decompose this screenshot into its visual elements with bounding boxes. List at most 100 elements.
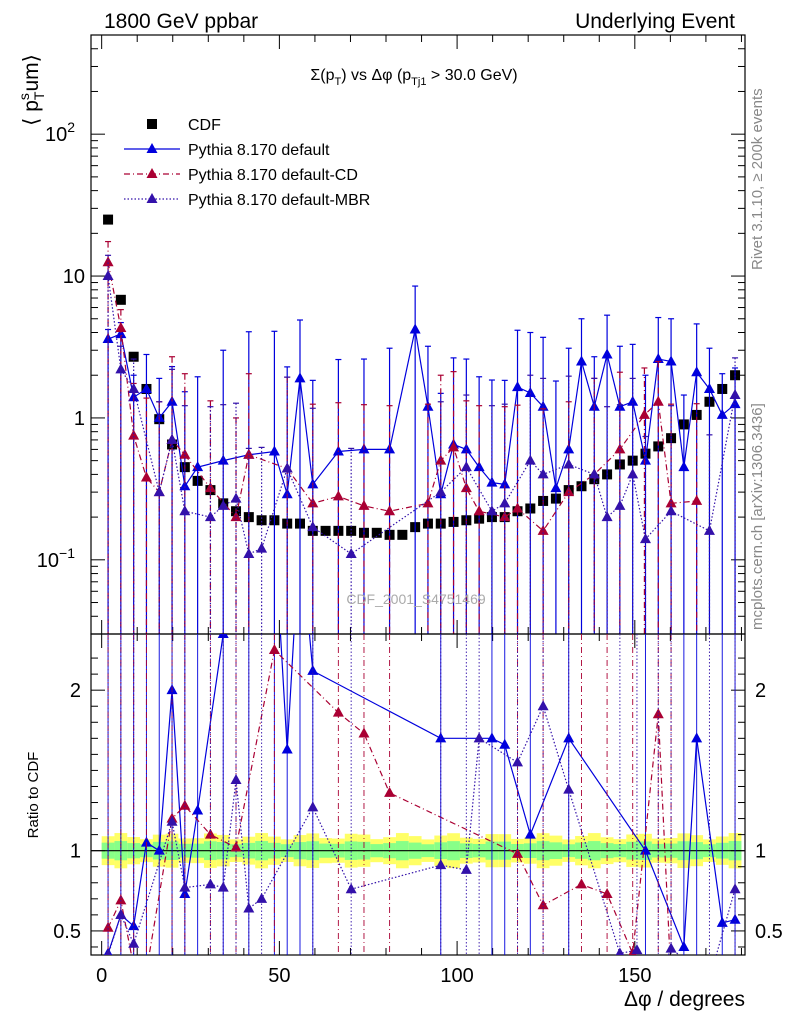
pythia-8-170-default-mbr-point bbox=[435, 486, 447, 497]
pythia-8-170-default-cd-line bbox=[107, 262, 697, 532]
ratio-pythia-8-170-default-mbr-point bbox=[653, 973, 664, 983]
ratio-pythia-8-170-default-mbr-point bbox=[704, 973, 715, 983]
ratio-pythia-8-170-default-mbr-point bbox=[204, 878, 216, 889]
pythia-8-170-default-mbr-point bbox=[166, 433, 178, 444]
ratio-pythia-8-170-default-point bbox=[691, 732, 703, 743]
ratio-frame bbox=[90, 633, 746, 956]
pythia-8-170-default-point bbox=[601, 348, 613, 359]
pythia-8-170-default-cd-point bbox=[665, 497, 677, 508]
y-tick-label: 10 bbox=[63, 266, 85, 288]
pythia-8-170-default-cd-point bbox=[358, 499, 370, 510]
pythia-8-170-default-mbr-point bbox=[588, 468, 600, 479]
ratio-pythia-8-170-default-cd-point bbox=[358, 727, 370, 738]
pythia-8-170-default-mbr-point bbox=[563, 458, 575, 469]
pythia-8-170-default-point bbox=[512, 381, 524, 392]
pythia-8-170-default-mbr-point bbox=[256, 542, 268, 553]
ratio-pythia-8-170-default-point bbox=[678, 940, 690, 951]
ratio-pythia-8-170-default-cd-point bbox=[102, 921, 114, 932]
pythia-8-170-default-mbr-point bbox=[345, 547, 357, 558]
pythia-8-170-default-point bbox=[691, 366, 703, 377]
ratio-pythia-8-170-default-cd-point bbox=[268, 644, 280, 655]
ratio-pythia-8-170-default-cd-point bbox=[512, 847, 524, 858]
pythia-8-170-default-point bbox=[473, 461, 485, 472]
ratio-pythia-8-170-default-cd-point bbox=[652, 708, 664, 719]
ratio-pythia-8-170-default-cd-point bbox=[384, 786, 396, 797]
pythia-8-170-default-mbr-point bbox=[281, 462, 293, 473]
pythia-8-170-default-mbr-point bbox=[627, 468, 639, 479]
ratio-pythia-8-170-default-cd-point bbox=[128, 960, 139, 970]
ratio-y-tick-label-right: 1 bbox=[755, 841, 766, 863]
pythia-8-170-default-point bbox=[576, 355, 587, 366]
ratio-pythia-8-170-default-mbr-point bbox=[435, 859, 447, 870]
ratio-pythia-8-170-default-mbr-point bbox=[665, 942, 677, 953]
pythia-8-170-default-cd-point bbox=[384, 505, 396, 516]
ratio-pythia-8-170-default-point bbox=[435, 732, 447, 743]
legend: CDF Pythia 8.170 default Pythia 8.170 defa… bbox=[124, 117, 370, 209]
ratio-pythia-8-170-default-cd-point bbox=[141, 965, 152, 975]
ratio-pythia-8-170-default-mbr-point bbox=[243, 902, 255, 913]
pythia-8-170-default-cd-point bbox=[128, 429, 140, 440]
mcplots-info: mcplots.cern.ch [arXiv:1306.3436] bbox=[749, 403, 766, 630]
ratio-y-tick-label: 2 bbox=[70, 680, 81, 702]
upper-panel: 10−1 1 10 102 bbox=[0, 34, 746, 635]
pythia-8-170-default-mbr-point bbox=[614, 499, 626, 510]
ratio-pythia-8-170-default-mbr-point bbox=[473, 732, 485, 743]
ratio-panel: 0.5 0.5 1 1 2 2 0 50 100 150 bbox=[53, 633, 783, 987]
ratio-pythia-8-170-default-cd-point bbox=[666, 973, 677, 983]
pythia-8-170-default-cd-point bbox=[102, 256, 114, 267]
ratio-pythia-8-170-default-point bbox=[499, 738, 511, 749]
pythia-8-170-default-cd-point bbox=[435, 454, 447, 465]
pythia-8-170-default-point bbox=[639, 454, 651, 465]
ratio-pythia-8-170-default-mbr-point bbox=[179, 881, 191, 892]
pythia-8-170-default-cd-point bbox=[638, 408, 650, 419]
cdf-point bbox=[371, 527, 382, 538]
pythia-8-170-default-mbr-point bbox=[128, 382, 140, 393]
ratio-pythia-8-170-default-point bbox=[486, 732, 498, 743]
ratio-y-tick-label: 1 bbox=[70, 841, 81, 863]
legend-label-pythia-8-170-default-mbr: Pythia 8.170 default-MBR bbox=[188, 192, 370, 209]
ratio-pythia-8-170-default-mbr-point bbox=[631, 944, 643, 955]
legend-label-cdf: CDF bbox=[188, 117, 221, 134]
ratio-pythia-8-170-default-mbr-point bbox=[512, 756, 524, 767]
pythia-8-170-default-point bbox=[524, 386, 536, 397]
ratio-pythia-8-170-default-cd-point bbox=[601, 888, 613, 899]
pythia-8-170-default-cd-point bbox=[499, 511, 511, 522]
pythia-8-170-default-cd-point bbox=[652, 395, 664, 406]
ratio-pythia-8-170-default-mbr-point bbox=[166, 815, 178, 826]
pythia-8-170-default-mbr-point bbox=[102, 270, 114, 281]
pythia-8-170-default-point bbox=[332, 445, 344, 456]
pythia-8-170-default-cd-point bbox=[179, 448, 191, 459]
pythia-8-170-default-point bbox=[550, 482, 562, 493]
y-tick-label: 10−1 bbox=[37, 545, 75, 572]
legend-label-pythia-8-170-default: Pythia 8.170 default bbox=[188, 142, 330, 159]
legend-marker-cdf bbox=[147, 119, 157, 129]
pythia-8-170-default-mbr-point bbox=[230, 492, 242, 503]
pythia-8-170-default-point bbox=[409, 323, 421, 334]
pythia-8-170-default-point bbox=[140, 382, 152, 393]
pythia-8-170-default-point bbox=[294, 372, 306, 383]
cdf-point bbox=[0, 364, 10, 374]
legend-marker-pythia-8-170-default-mbr bbox=[146, 193, 158, 203]
pythia-8-170-default-point bbox=[563, 443, 575, 454]
xlabel: Δφ / degrees bbox=[624, 988, 745, 1011]
pythia-8-170-default-mbr-point bbox=[243, 547, 255, 558]
ratio-pythia-8-170-default-mbr-point bbox=[307, 801, 319, 812]
ratio-pythia-8-170-default-cd-point bbox=[179, 799, 191, 810]
header-right: Underlying Event bbox=[575, 10, 735, 33]
ratio-pythia-8-170-default-mbr-point bbox=[563, 783, 575, 794]
pythia-8-170-default-point bbox=[179, 480, 191, 491]
ratio-pythia-8-170-default-point bbox=[563, 732, 575, 743]
pythia-8-170-default-point bbox=[499, 478, 511, 489]
pythia-8-170-default-cd-point bbox=[473, 505, 485, 516]
pythia-8-170-default-point bbox=[486, 476, 498, 487]
ratio-pythia-8-170-default-cd-point bbox=[115, 894, 127, 905]
pythia-8-170-default-mbr-point bbox=[486, 505, 498, 516]
pythia-8-170-default-mbr-point bbox=[729, 389, 741, 400]
x-tick-label: 100 bbox=[440, 965, 473, 987]
pythia-8-170-default-cd-point bbox=[115, 322, 127, 333]
pythia-8-170-default-mbr-point bbox=[524, 454, 536, 465]
pythia-8-170-default-mbr-point bbox=[217, 499, 229, 510]
ratio-pythia-8-170-default-cd-point bbox=[332, 706, 344, 717]
pythia-8-170-default-cd-point bbox=[512, 502, 524, 513]
ratio-y-tick-label-right: 0.5 bbox=[755, 921, 783, 943]
